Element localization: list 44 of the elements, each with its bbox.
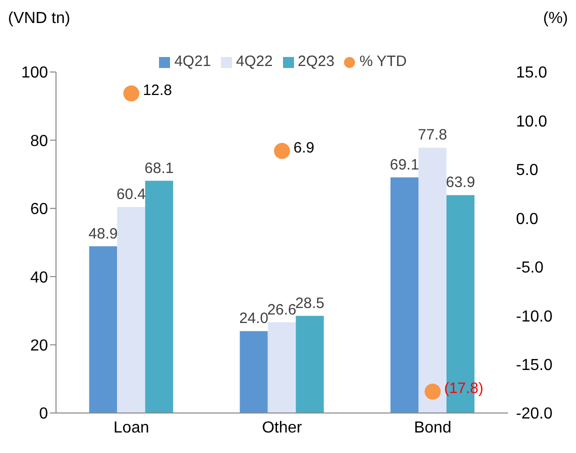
legend-label: % YTD: [359, 53, 407, 70]
y-tick-label: 100: [21, 64, 48, 82]
point: [274, 142, 290, 159]
legend-label: 4Q22: [236, 53, 273, 70]
data-label: 28.5: [295, 294, 324, 312]
bar: [418, 148, 446, 413]
y-tick-label: 20: [30, 337, 48, 354]
point: [424, 384, 441, 400]
bar: [145, 180, 174, 413]
x-tick-label: Other: [262, 419, 303, 436]
legend-label: 2Q23: [298, 53, 334, 70]
data-label: 26.6: [267, 301, 296, 318]
y2-tick-label: 0.0: [516, 210, 538, 228]
y-tick-label: 80: [30, 132, 48, 150]
point: [123, 85, 140, 102]
y2-tick-label: 15.0: [516, 64, 548, 82]
legend-label: 4Q21: [174, 53, 212, 70]
data-label: 24.0: [239, 310, 268, 328]
x-tick-label: Loan: [114, 419, 150, 436]
data-label: 63.9: [446, 174, 476, 192]
y2-tick-label: -10.0: [516, 308, 553, 326]
y-tick-label: 0: [39, 406, 48, 423]
data-label: 77.8: [418, 126, 448, 144]
data-label: 69.1: [390, 156, 420, 174]
y2-tick-label: -20.0: [516, 406, 553, 423]
y2-tick-label: -5.0: [516, 260, 544, 277]
y-tick-label: 60: [30, 201, 48, 218]
y-axis-title: (VND tn): [8, 10, 70, 28]
y2-tick-label: 5.0: [516, 162, 538, 180]
data-label: 48.9: [88, 225, 118, 242]
x-tick-label: Bond: [414, 419, 452, 436]
data-label: 68.1: [144, 160, 174, 177]
data-label: 12.8: [142, 82, 172, 99]
bar: [240, 331, 268, 413]
bar: [296, 316, 324, 413]
bar: [89, 246, 118, 413]
y-tick-label: 40: [30, 269, 48, 286]
bar: [117, 207, 146, 413]
bar: [390, 177, 418, 413]
data-label: 6.9: [293, 139, 314, 156]
y2-axis-title: (%): [543, 10, 568, 28]
y2-tick-label: 10.0: [516, 113, 548, 130]
y2-tick-label: -15.0: [516, 356, 553, 374]
bar: [268, 322, 296, 413]
